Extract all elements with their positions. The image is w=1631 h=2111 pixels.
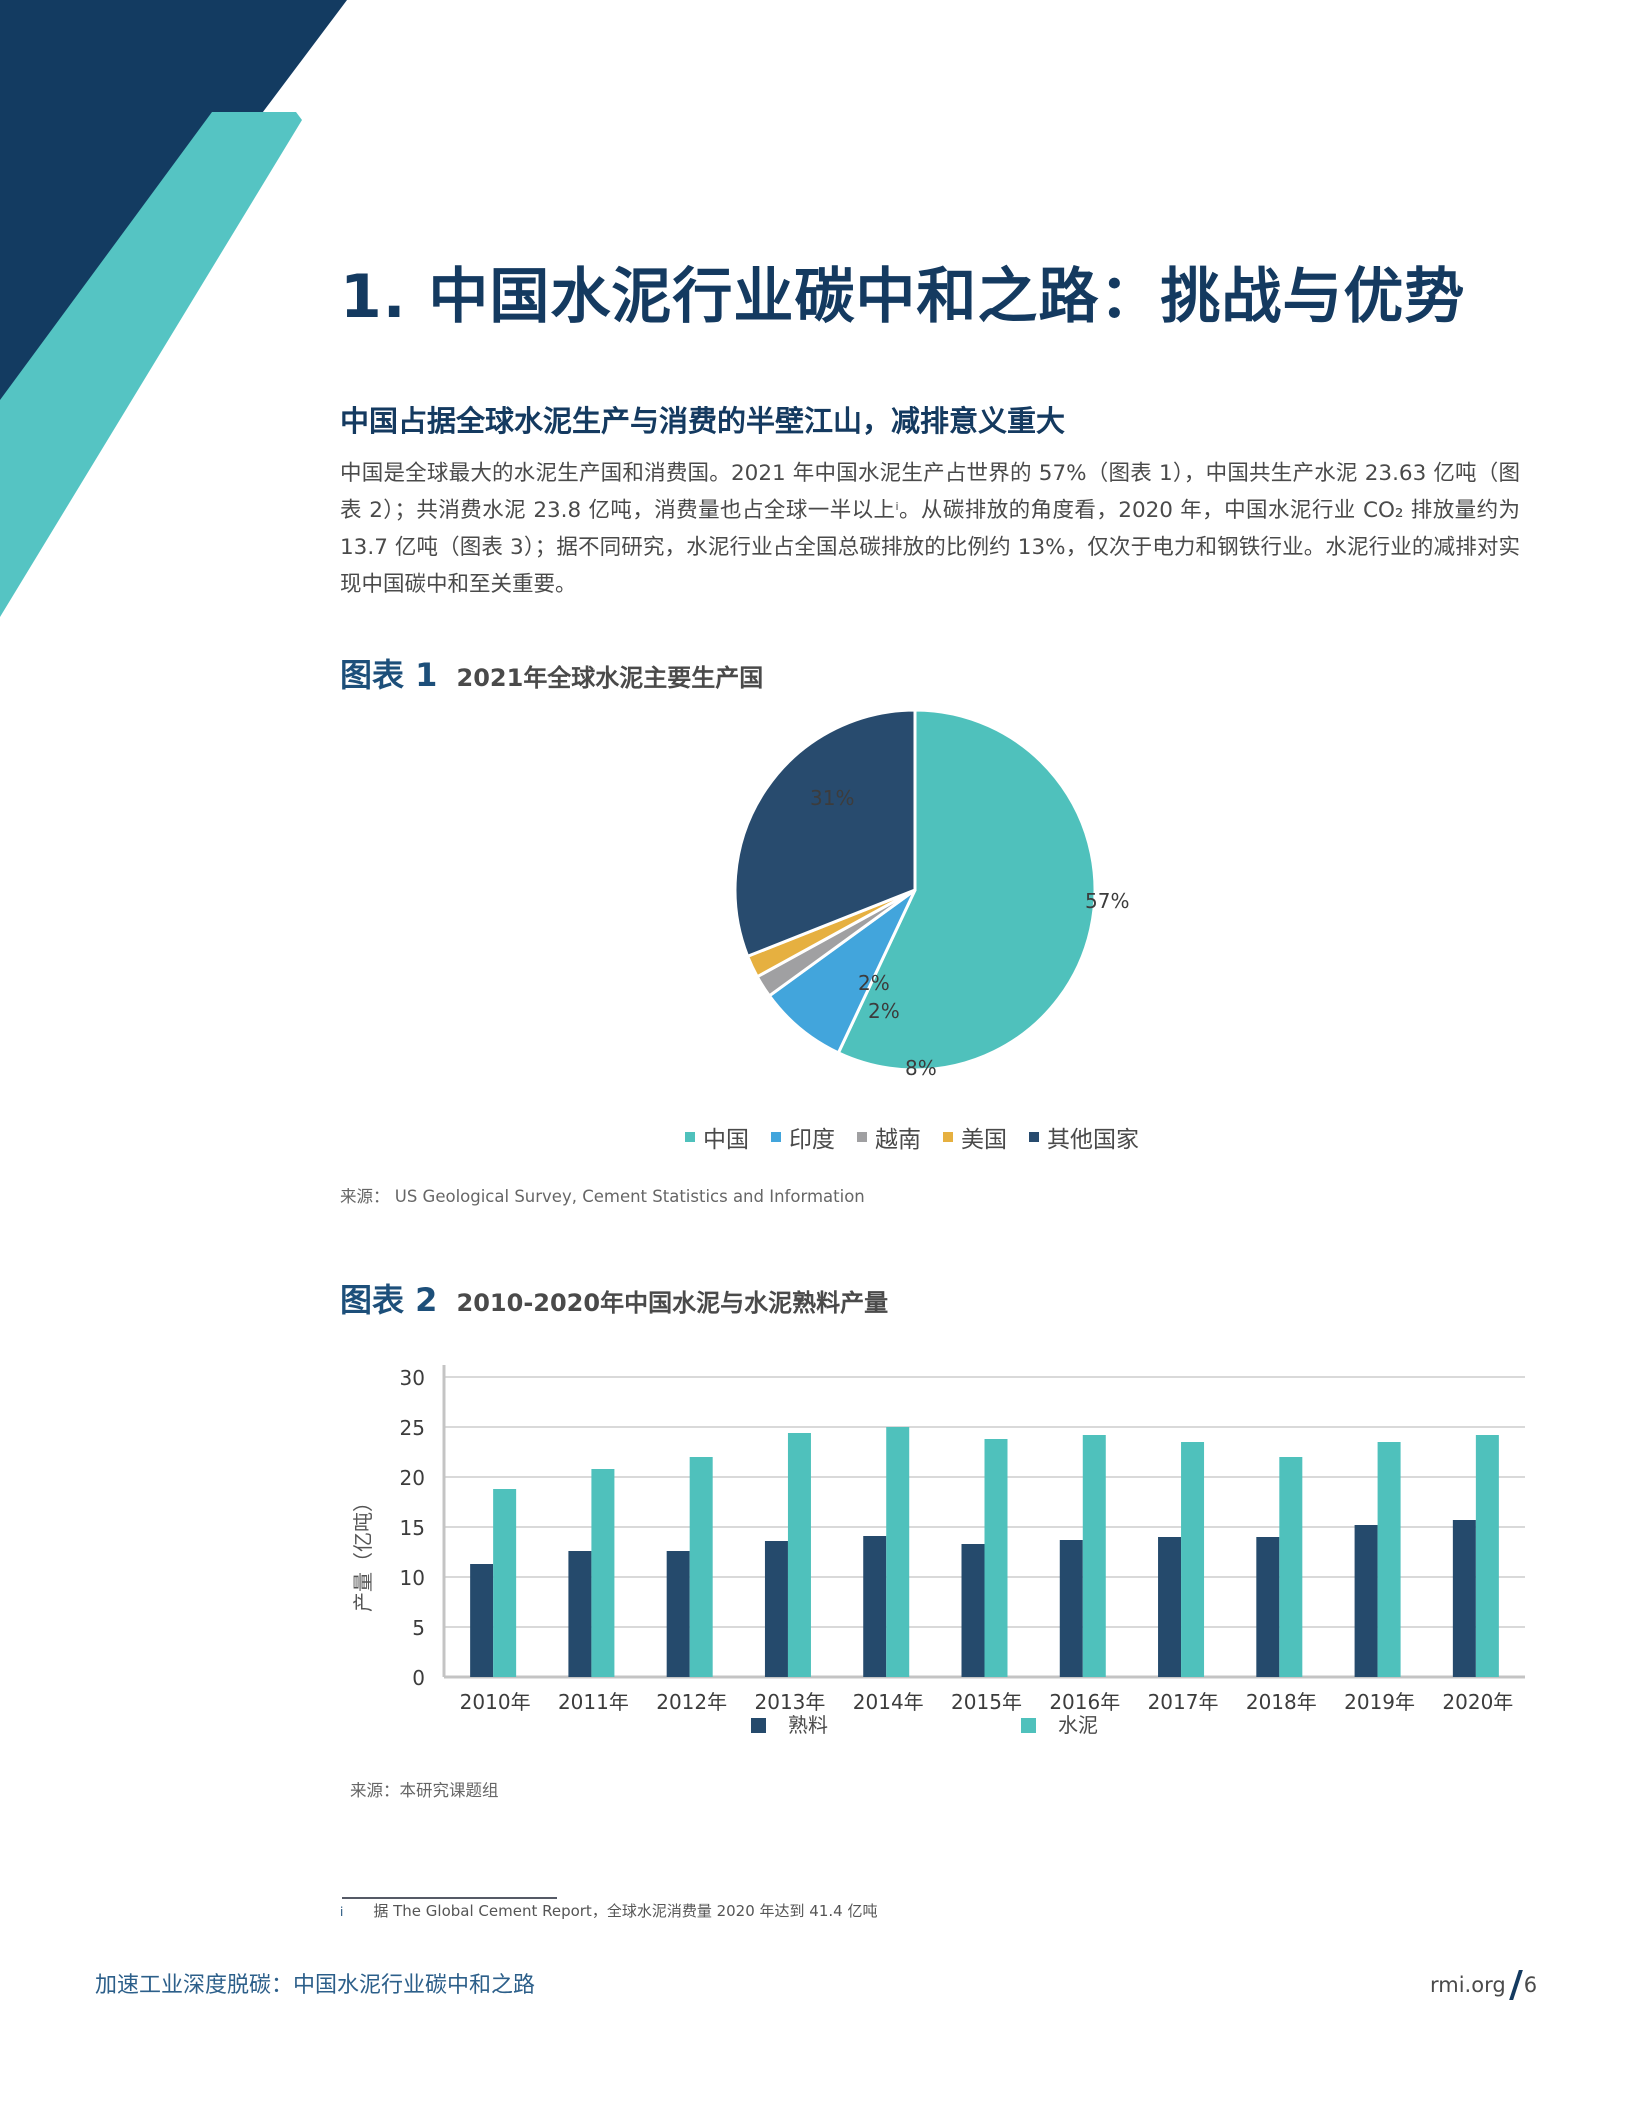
- x-tick-label: 2012年: [656, 1690, 727, 1714]
- pie-slice: [767, 888, 917, 1055]
- legend-swatch-icon: [857, 1132, 867, 1142]
- pie-slice-label: 57%: [1085, 889, 1129, 913]
- legend-label: 美国: [961, 1127, 1007, 1153]
- bar: [1181, 1442, 1205, 1677]
- legend-item: 美国: [943, 1120, 1007, 1154]
- bar-chart: 0 5 10 15 20 25 30 产量（亿吨） 2010年 2011年 2012年 2013年 20…: [351, 1365, 1525, 1737]
- figure2-title: 图表 2 2010-2020年中国水泥与水泥熟料产量: [340, 1275, 888, 1321]
- legend-swatch-icon: [685, 1132, 695, 1142]
- y-tick-label: 25: [400, 1416, 425, 1440]
- legend-swatch-icon: [771, 1132, 781, 1142]
- legend-label: 其他国家: [1047, 1127, 1139, 1153]
- legend-item: 其他国家: [1029, 1120, 1139, 1154]
- x-tick-label: 2016年: [1049, 1690, 1120, 1714]
- bar: [568, 1551, 592, 1677]
- bar: [1059, 1540, 1083, 1677]
- legend-swatch-icon: [1029, 1132, 1039, 1142]
- bar: [787, 1433, 811, 1677]
- pie-slice: [836, 708, 1097, 1072]
- legend-swatch-icon: [943, 1132, 953, 1142]
- bar: [1452, 1520, 1476, 1677]
- x-tick-label: 2020年: [1442, 1690, 1513, 1714]
- legend-label: 印度: [789, 1127, 835, 1153]
- decorative-corner-shapes: [0, 0, 347, 617]
- footnote-divider: [342, 1897, 557, 1899]
- footer-site-link[interactable]: rmi.org: [1430, 1973, 1506, 1997]
- pie-slice-label: 8%: [905, 1056, 937, 1080]
- pie-slice-label: 2%: [858, 971, 890, 995]
- footnote-reference[interactable]: i: [895, 500, 899, 513]
- bar: [984, 1439, 1008, 1677]
- bar: [689, 1457, 713, 1677]
- legend-item: 中国: [685, 1120, 749, 1154]
- y-tick-label: 30: [400, 1366, 425, 1390]
- x-tick-label: 2010年: [460, 1690, 531, 1714]
- y-axis-label: 产量（亿吨）: [351, 1492, 375, 1612]
- legend-label: 水泥: [1058, 1713, 1098, 1737]
- figure2-caption: 2010-2020年中国水泥与水泥熟料产量: [456, 1289, 889, 1317]
- bar: [1158, 1537, 1182, 1677]
- bar: [1256, 1537, 1280, 1677]
- footnote: i 据 The Global Cement Report，全球水泥消费量 2020…: [340, 1900, 877, 1921]
- footer-page-info: rmi.org 6: [1430, 1970, 1537, 2000]
- pie-slice-label: 2%: [868, 999, 900, 1023]
- section-title: 1. 中国水泥行业碳中和之路：挑战与优势: [340, 262, 1466, 332]
- slash-divider-icon: [1508, 1970, 1523, 2000]
- x-tick-label: 2017年: [1148, 1690, 1219, 1714]
- figure1-caption: 2021年全球水泥主要生产国: [456, 664, 764, 692]
- footer-report-title: 加速工业深度脱碳：中国水泥行业碳中和之路: [95, 1973, 536, 1998]
- legend-label: 熟料: [788, 1713, 828, 1737]
- bar: [470, 1564, 494, 1677]
- y-tick-label: 5: [412, 1616, 425, 1640]
- bar: [666, 1551, 690, 1677]
- legend-item: 越南: [857, 1120, 921, 1154]
- legend-swatch-icon: [751, 1718, 766, 1733]
- bar: [1377, 1442, 1401, 1677]
- legend-item: 印度: [771, 1120, 835, 1154]
- legend-swatch-icon: [1021, 1718, 1036, 1733]
- figure2-number: 图表 2: [340, 1281, 438, 1319]
- paragraph-text-part2: 。从碳排放的角度看，2020 年，中国水泥行业 CO₂ 排放量约为 13.7 亿…: [340, 498, 1520, 597]
- paragraph-text-part1: 中国是全球最大的水泥生产国和消费国。2021 年中国水泥生产占世界的 57%（图…: [340, 461, 1520, 523]
- figure1-title: 图表 1 2021年全球水泥主要生产国: [340, 650, 763, 696]
- bar: [961, 1544, 985, 1677]
- bar: [1354, 1525, 1378, 1677]
- bar: [863, 1536, 887, 1677]
- footnote-text: 据 The Global Cement Report，全球水泥消费量 2020 …: [373, 1902, 878, 1920]
- footnote-mark: i: [340, 1905, 344, 1919]
- teal-band-shape: [0, 112, 302, 617]
- bar: [1475, 1435, 1499, 1677]
- subheading: 中国占据全球水泥生产与消费的半壁江山，减排意义重大: [340, 404, 1066, 438]
- pie-legend: 中国 印度 越南 美国 其他国家: [685, 1120, 1139, 1154]
- body-paragraph: 中国是全球最大的水泥生产国和消费国。2021 年中国水泥生产占世界的 57%（图…: [340, 455, 1520, 603]
- pie-slice: [733, 708, 917, 959]
- bar: [591, 1469, 615, 1677]
- y-tick-label: 0: [412, 1666, 425, 1690]
- x-tick-label: 2014年: [853, 1690, 924, 1714]
- y-tick-label: 15: [400, 1516, 425, 1540]
- x-tick-label: 2015年: [951, 1690, 1022, 1714]
- bar: [493, 1489, 517, 1677]
- bar: [1082, 1435, 1106, 1677]
- bar: [1279, 1457, 1303, 1677]
- x-tick-label: 2011年: [558, 1690, 629, 1714]
- figure2-source: 来源：本研究课题组: [350, 1781, 499, 1800]
- x-tick-label: 2013年: [755, 1690, 826, 1714]
- legend-label: 越南: [875, 1127, 921, 1153]
- pie-slice-label: 31%: [810, 786, 854, 810]
- figure1-source: 来源： US Geological Survey, Cement Statist…: [340, 1187, 865, 1206]
- x-tick-label: 2018年: [1246, 1690, 1317, 1714]
- page-number: 6: [1523, 1973, 1538, 1997]
- bar: [886, 1427, 910, 1677]
- x-tick-label: 2019年: [1344, 1690, 1415, 1714]
- figure1-number: 图表 1: [340, 656, 438, 694]
- pie-chart: 57% 8% 2% 2% 31%: [733, 708, 1129, 1080]
- legend-label: 中国: [703, 1127, 749, 1153]
- y-tick-label: 10: [400, 1566, 425, 1590]
- y-tick-label: 20: [400, 1466, 425, 1490]
- bar: [764, 1541, 788, 1677]
